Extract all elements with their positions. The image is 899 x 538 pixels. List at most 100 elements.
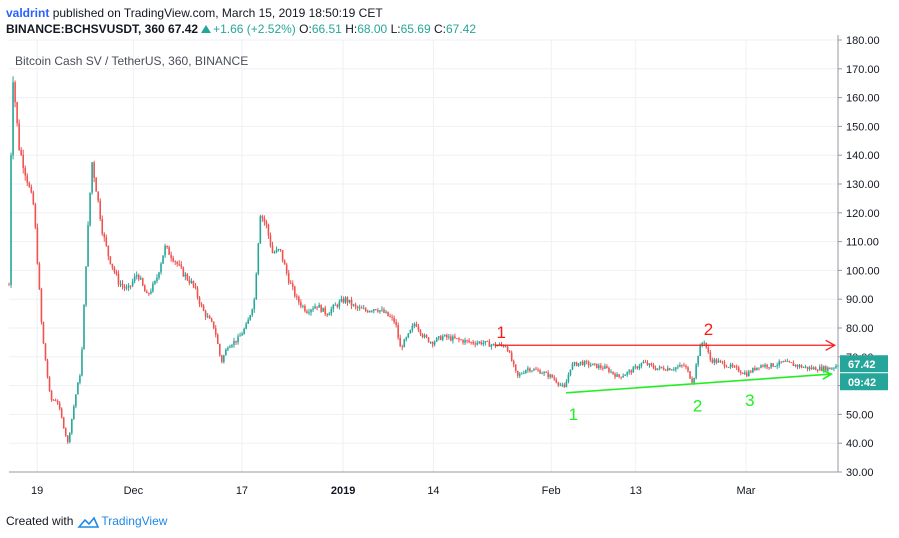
- candle-body: [571, 363, 574, 370]
- candle-body: [14, 82, 16, 103]
- candle-body: [198, 297, 201, 305]
- candle-body: [713, 359, 716, 363]
- candle-body: [670, 369, 673, 371]
- candle-body: [81, 349, 83, 376]
- candle-body: [756, 367, 758, 371]
- published-text: published on TradingView.com, March 15, …: [52, 6, 383, 20]
- publish-info: valdrint published on TradingView.com, M…: [6, 6, 383, 20]
- x-tick-label: 13: [630, 485, 642, 497]
- y-tick-label: 120.00: [846, 208, 880, 220]
- author-username[interactable]: valdrint: [6, 6, 50, 20]
- candle-body: [221, 355, 223, 362]
- candle-body: [468, 340, 470, 343]
- tradingview-brand[interactable]: TradingView: [101, 514, 168, 528]
- y-tick-label: 140.00: [846, 150, 880, 162]
- candle-body: [131, 281, 134, 286]
- candle-body: [146, 291, 148, 294]
- close-label: C:: [433, 22, 446, 36]
- candle-body: [723, 362, 726, 367]
- candle-body: [194, 285, 197, 289]
- candle-body: [454, 336, 456, 339]
- last-price: 67.42: [168, 22, 199, 36]
- candle-body: [188, 279, 191, 283]
- candle-body: [340, 298, 343, 302]
- candle-body: [99, 200, 102, 220]
- candle-body: [616, 374, 618, 377]
- candle-body: [555, 379, 558, 383]
- candle-body: [148, 293, 150, 294]
- candle-body: [443, 334, 446, 337]
- candle-body: [833, 367, 835, 369]
- candle-body: [591, 363, 594, 366]
- candle-body: [796, 364, 799, 367]
- candle-body: [247, 319, 249, 324]
- candle-body: [85, 266, 87, 305]
- candle-body: [731, 364, 734, 367]
- candle-body: [366, 310, 369, 313]
- candle-body: [666, 368, 669, 371]
- candle-body: [466, 340, 468, 341]
- candle-body: [231, 345, 233, 347]
- candle-body: [127, 285, 130, 288]
- y-tick-label: 90.00: [846, 294, 874, 306]
- candle-body: [192, 281, 195, 286]
- candle-body: [622, 375, 624, 378]
- candle-body: [152, 283, 154, 292]
- candle-body: [129, 285, 132, 287]
- candle-body: [593, 363, 596, 365]
- candle-body: [612, 371, 614, 374]
- candle-body: [743, 372, 746, 374]
- candle-body: [271, 245, 274, 253]
- candle-body: [401, 346, 404, 348]
- candle-body: [762, 365, 764, 367]
- candle-body: [223, 355, 225, 362]
- candle-body: [703, 342, 706, 344]
- candle-body: [383, 309, 385, 313]
- candle-body: [407, 333, 410, 338]
- candle-body: [421, 334, 424, 337]
- candle-body: [790, 362, 793, 364]
- candle-body: [352, 304, 355, 306]
- candle-body: [261, 216, 264, 218]
- candle-body: [283, 260, 286, 265]
- candle-body: [16, 102, 18, 124]
- candle-body: [375, 309, 377, 311]
- candle-body: [235, 340, 237, 343]
- candle-body: [393, 317, 395, 323]
- candle-body: [800, 365, 803, 368]
- candle-body: [356, 306, 359, 309]
- candle-body: [377, 310, 379, 312]
- candle-body: [137, 275, 140, 280]
- candle-body: [310, 309, 312, 313]
- candle-body: [484, 341, 487, 343]
- candle-body: [117, 273, 120, 285]
- candle-body: [460, 339, 462, 341]
- candle-body: [326, 314, 329, 316]
- candle-body: [687, 367, 689, 372]
- candle-body: [36, 227, 39, 264]
- candle-body: [141, 278, 144, 286]
- candle-body: [618, 374, 620, 377]
- candle-body: [835, 365, 837, 368]
- candle-body: [411, 325, 414, 331]
- last-price-badge: [840, 355, 888, 373]
- candle-body: [111, 263, 114, 268]
- candle-body: [105, 237, 108, 246]
- candle-body: [259, 216, 262, 244]
- candle-body: [579, 361, 582, 364]
- candle-body: [624, 374, 626, 376]
- candle-body: [89, 192, 91, 226]
- y-tick-label: 100.00: [846, 265, 880, 277]
- candle-body: [346, 297, 349, 303]
- candle-body: [405, 337, 408, 340]
- candle-body: [695, 364, 697, 379]
- candle-body: [545, 372, 547, 374]
- candle-body: [573, 362, 576, 364]
- y-tick-label: 180.00: [846, 35, 880, 47]
- candle-body: [697, 356, 699, 365]
- candle-body: [206, 316, 209, 317]
- candle-body: [685, 365, 687, 368]
- candle-body: [823, 366, 825, 371]
- candle-body: [808, 367, 811, 370]
